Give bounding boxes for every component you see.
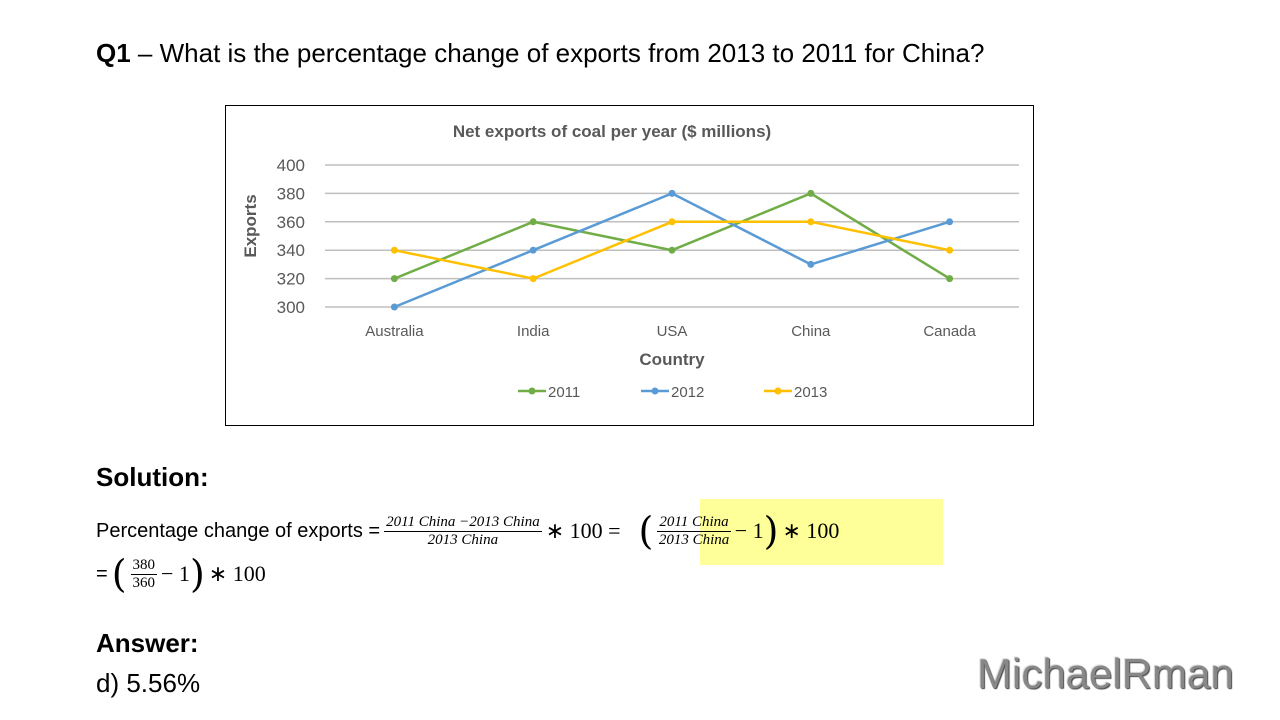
data-point [529, 275, 537, 283]
times-100: ∗ 100 [782, 518, 840, 543]
legend-marker [651, 387, 659, 395]
solution-heading: Solution: [96, 462, 209, 492]
data-point [390, 275, 398, 283]
chart-title: Net exports of coal per year ($ millions… [453, 122, 771, 141]
highlight [700, 499, 943, 565]
y-tick-label: 360 [277, 213, 305, 232]
data-point [946, 246, 954, 254]
series-line-2011 [393, 192, 951, 280]
question-number: Q1 [96, 38, 131, 68]
y-tick-label: 400 [277, 156, 305, 175]
legend-marker [774, 387, 782, 395]
answer-value: d) 5.56% [96, 668, 201, 698]
data-point [390, 246, 398, 254]
data-point [946, 275, 954, 283]
fraction-numerator: 380 [130, 556, 158, 575]
formula: Percentage change of exports = 2011 Chin… [96, 509, 840, 553]
data-point [529, 218, 537, 226]
question: Q1 – What is the percentage change of ex… [96, 38, 984, 69]
fraction-denominator: 2013 China [427, 531, 499, 548]
x-tick-label: Canada [923, 323, 976, 340]
formula-substituted: =( 380 360 − 1) ∗ 100 [96, 552, 266, 596]
data-point [529, 246, 537, 254]
x-axis-label: Country [639, 350, 705, 369]
times-100: ∗ 100 = [545, 518, 621, 543]
data-point [390, 303, 398, 311]
formula-lead: Percentage change of exports = [96, 519, 381, 542]
y-tick-label: 380 [277, 184, 305, 203]
question-text: – What is the percentage change of expor… [137, 38, 985, 68]
data-point [807, 189, 815, 197]
x-tick-label: USA [657, 323, 688, 340]
watermark-logo: MichaelRman [977, 650, 1234, 697]
chart: Net exports of coal per year ($ millions… [225, 105, 1034, 426]
legend-label: 2013 [794, 384, 827, 401]
data-point [807, 260, 815, 268]
x-tick-label: Australia [365, 323, 424, 340]
legend-label: 2011 [548, 384, 580, 401]
minus-one: − 1 [734, 518, 764, 543]
fraction-numerator: 2011 China [657, 513, 731, 532]
line-chart: Net exports of coal per year ($ millions… [241, 122, 1019, 401]
minus-one: − 1 [161, 561, 190, 586]
fraction-denominator: 360 [132, 574, 156, 591]
times-100: ∗ 100 [208, 561, 266, 586]
legend-label: 2012 [671, 384, 704, 401]
legend-marker [528, 387, 536, 395]
x-tick-label: India [517, 323, 550, 340]
y-tick-label: 300 [277, 298, 305, 317]
data-point [668, 189, 676, 197]
y-tick-label: 320 [277, 270, 305, 289]
equals: = [96, 562, 108, 585]
x-tick-label: China [791, 323, 831, 340]
answer-heading: Answer: [96, 628, 199, 658]
data-point [668, 218, 676, 226]
fraction-numerator: 2011 China −2013 China [384, 513, 542, 532]
data-point [668, 246, 676, 254]
data-point [807, 218, 815, 226]
y-axis-label: Exports [241, 194, 260, 257]
fraction-denominator: 2013 China [658, 531, 730, 548]
data-point [946, 218, 954, 226]
y-tick-label: 340 [277, 241, 305, 260]
